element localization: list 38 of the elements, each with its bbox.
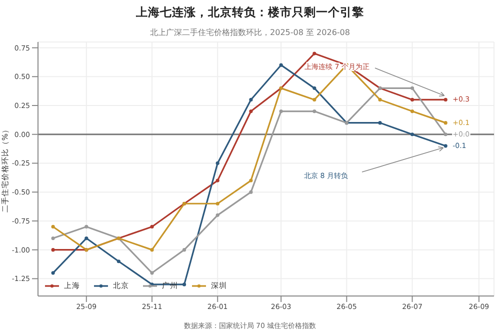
point [444, 144, 448, 148]
point [249, 98, 253, 102]
point [249, 178, 253, 182]
point [116, 260, 120, 264]
point [51, 271, 55, 275]
point [84, 224, 88, 229]
point [249, 109, 253, 114]
point [312, 109, 316, 114]
point [51, 248, 55, 252]
point [378, 98, 382, 102]
point [312, 52, 316, 56]
point [216, 161, 220, 166]
point [312, 86, 316, 90]
chart-title: 上海七连涨，北京转负：楼市只剩一个引擎 [135, 5, 365, 20]
point [444, 132, 448, 136]
point [150, 224, 154, 229]
point [216, 213, 220, 217]
point [410, 86, 414, 90]
point [444, 98, 448, 102]
point [279, 109, 283, 114]
point [216, 178, 220, 182]
point [150, 271, 154, 275]
point [84, 236, 88, 240]
chart-subtitle: 北上广深二手住宅价格指数环比，2025-08 至 2026-08 [149, 27, 351, 38]
point [444, 121, 448, 125]
point [410, 132, 414, 136]
point [216, 202, 220, 206]
point [51, 224, 55, 229]
point [249, 190, 253, 194]
point [51, 236, 55, 240]
point [378, 121, 382, 125]
point [150, 248, 154, 252]
point [279, 63, 283, 67]
point [312, 98, 316, 102]
point [410, 109, 414, 114]
point [182, 248, 186, 252]
point [410, 98, 414, 102]
point [182, 282, 186, 286]
